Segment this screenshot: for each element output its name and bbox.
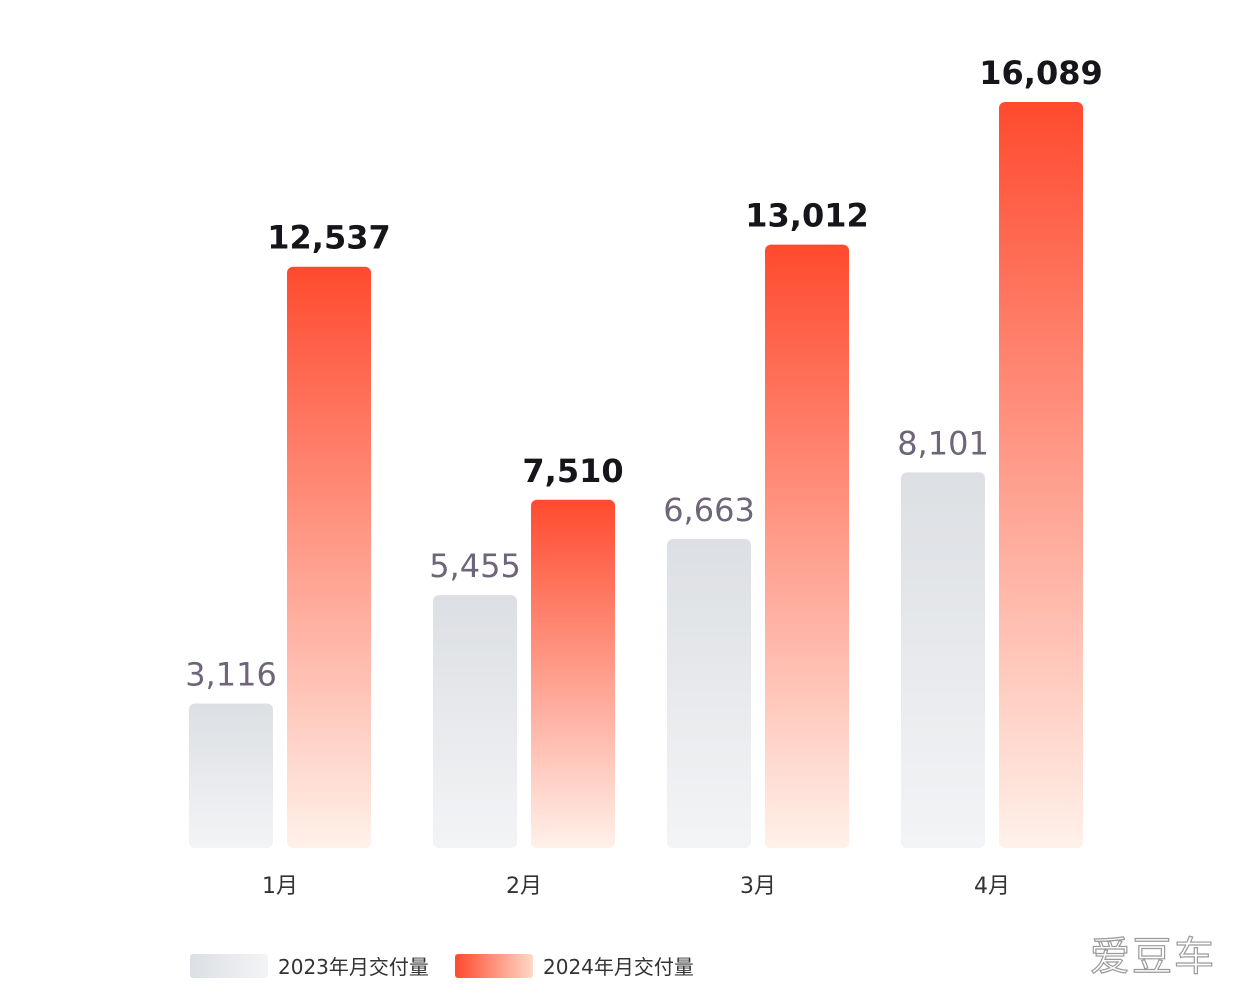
bar-2024-4	[999, 102, 1083, 848]
category-label-2: 2月	[506, 874, 542, 899]
bar-2023-4	[901, 472, 985, 848]
legend-label-2023: 2023年月交付量	[278, 955, 429, 979]
legend-swatch-2024	[455, 954, 533, 978]
category-labels-group: 1月 2月 3月 4月	[262, 874, 1010, 899]
value-label-2023-3: 6,663	[663, 491, 755, 529]
legend: 2023年月交付量 2024年月交付量	[190, 954, 694, 979]
legend-item-2023: 2023年月交付量	[190, 954, 429, 979]
bars-group	[189, 102, 1083, 848]
value-label-2023-4: 8,101	[897, 424, 989, 462]
value-labels-group: 3,116 12,537 5,455 7,510 6,663 13,012 8,101 16,…	[185, 54, 1103, 694]
legend-swatch-2023	[190, 954, 268, 978]
category-label-1: 1月	[262, 874, 298, 899]
bar-2024-1	[287, 266, 371, 848]
watermark-text: 爱豆车	[1090, 934, 1216, 980]
bar-2024-3	[765, 244, 849, 848]
category-label-4: 4月	[974, 874, 1010, 899]
value-label-2024-4: 16,089	[979, 54, 1102, 92]
value-label-2024-3: 13,012	[745, 197, 868, 235]
bar-2023-1	[189, 703, 273, 848]
legend-item-2024: 2024年月交付量	[455, 954, 694, 979]
value-label-2024-1: 12,537	[267, 219, 390, 257]
category-label-3: 3月	[740, 874, 776, 899]
bar-2023-2	[433, 595, 517, 848]
bar-2023-3	[667, 539, 751, 848]
legend-label-2024: 2024年月交付量	[543, 955, 694, 979]
value-label-2024-2: 7,510	[522, 452, 623, 490]
bar-2024-2	[531, 499, 615, 848]
value-label-2023-2: 5,455	[429, 547, 521, 585]
value-label-2023-1: 3,116	[185, 656, 277, 694]
